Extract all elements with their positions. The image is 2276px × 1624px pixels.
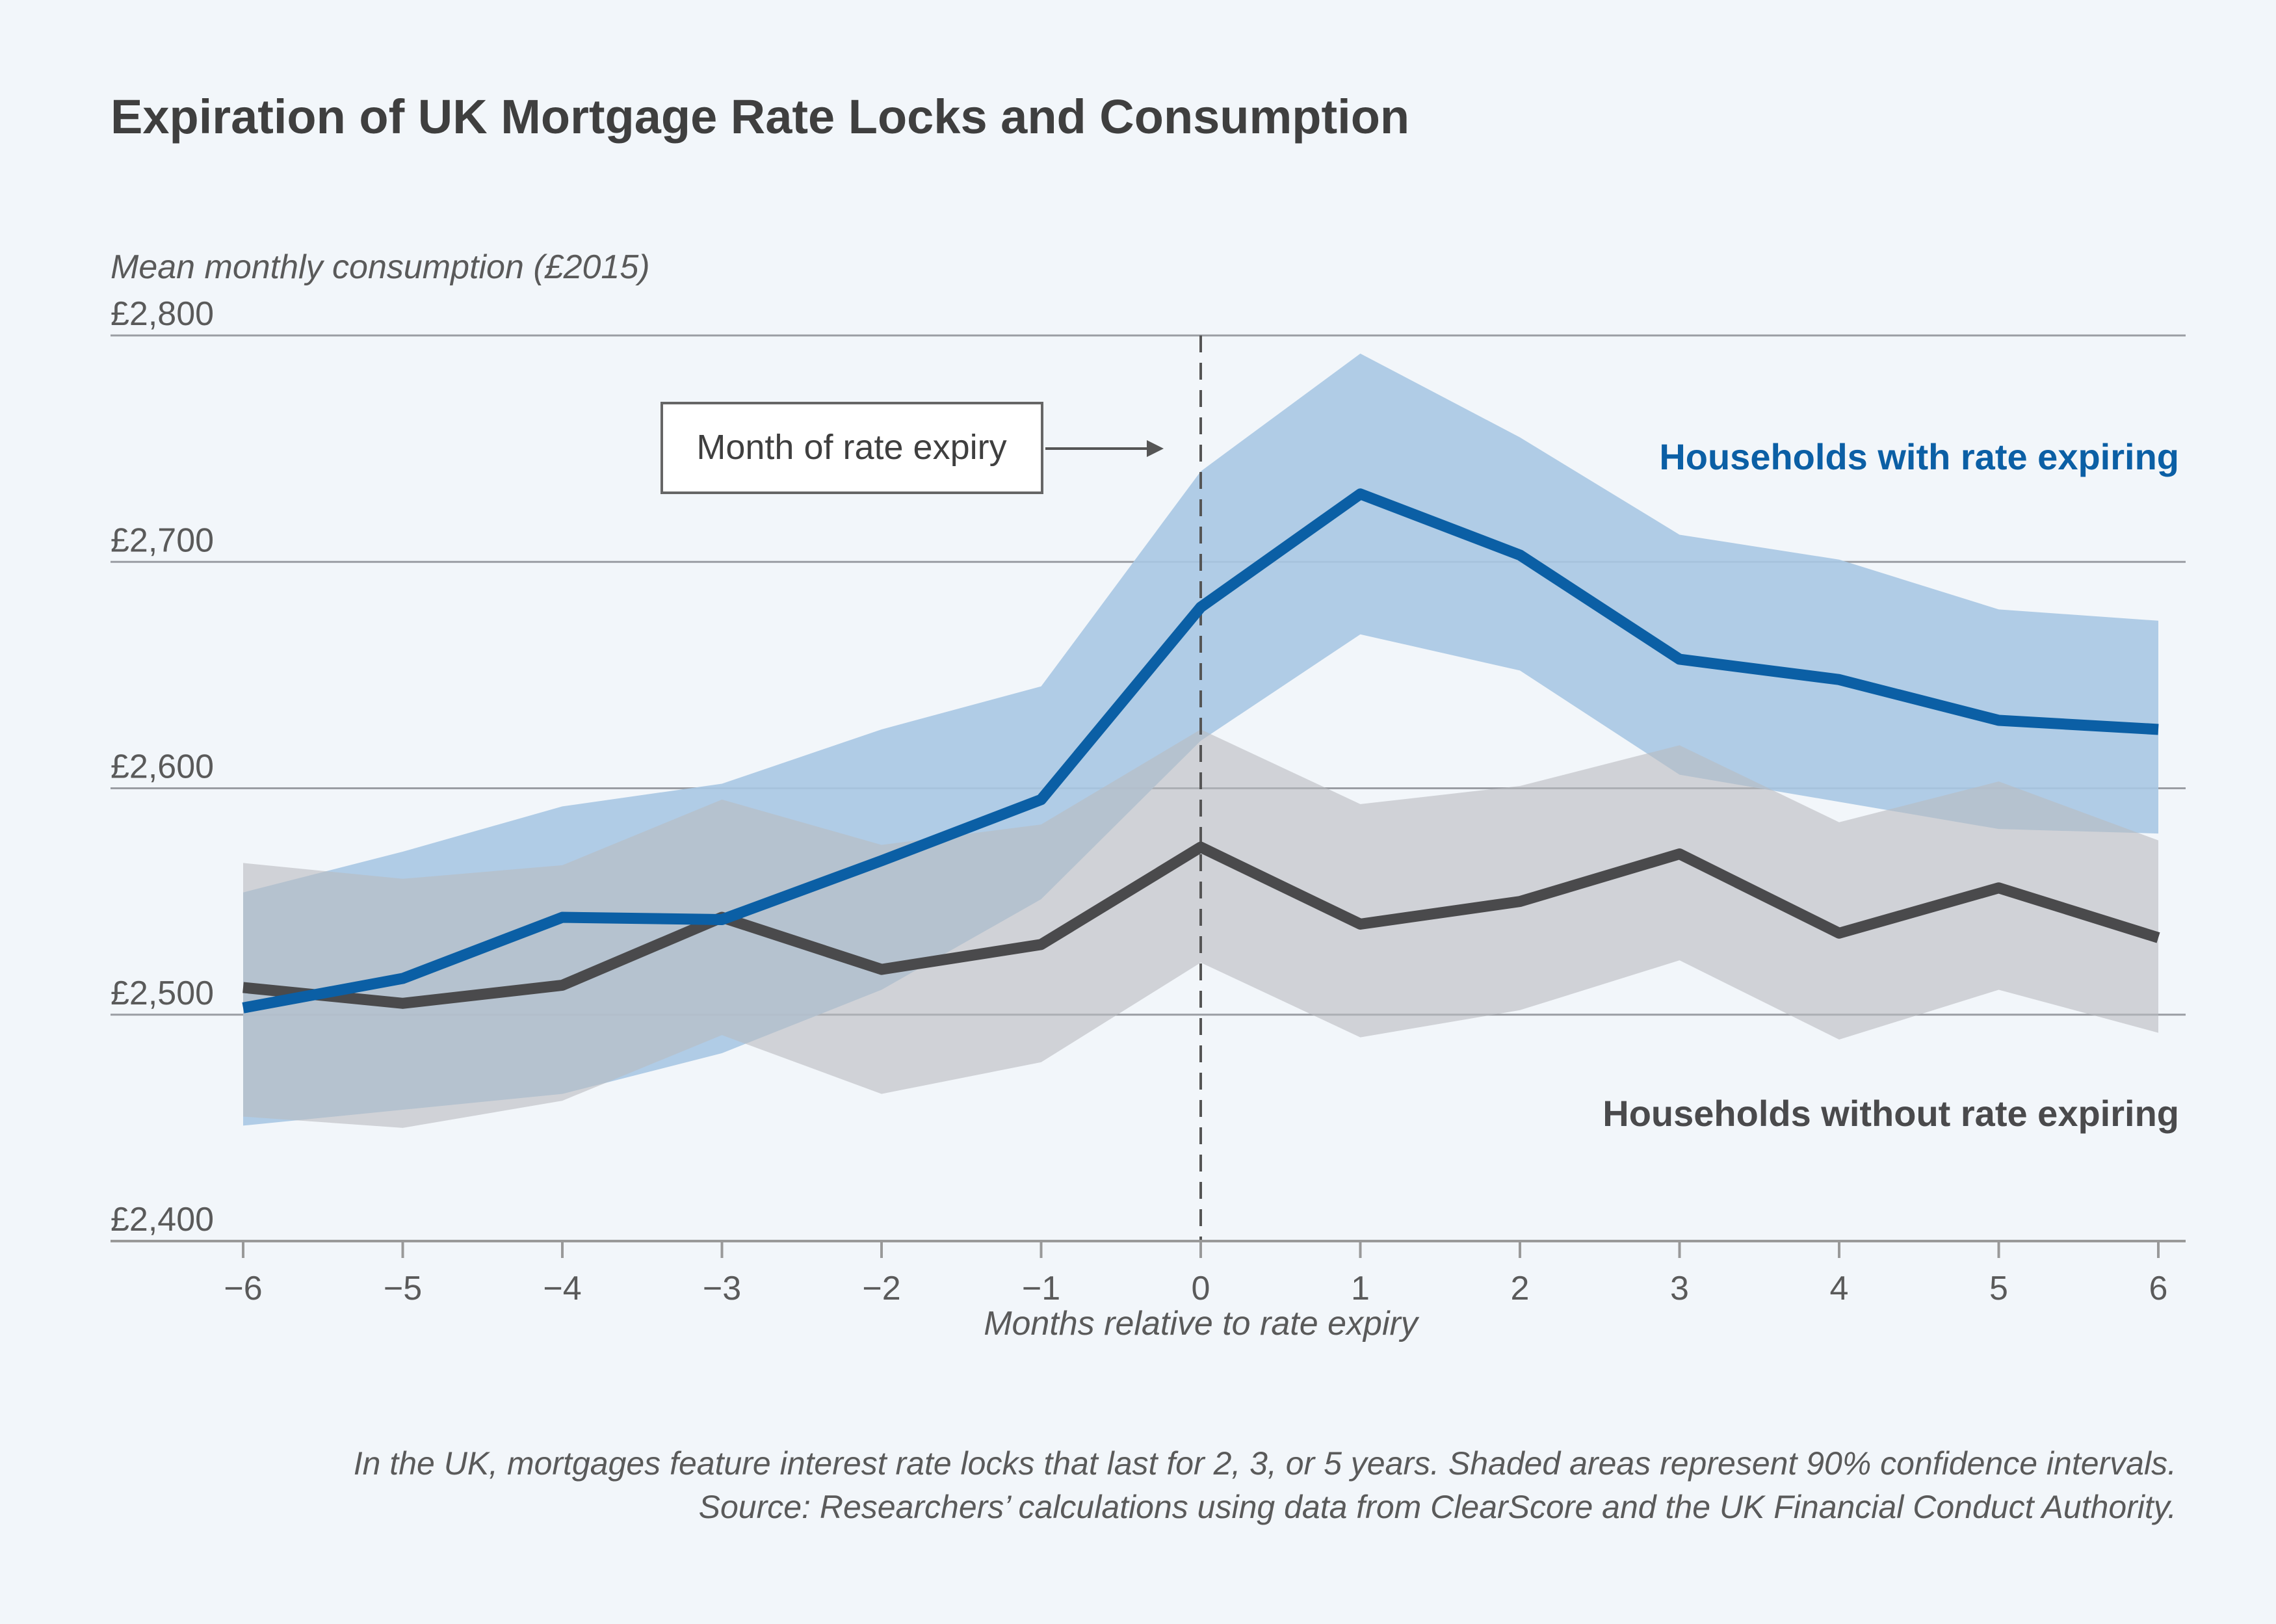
x-tick-label: 0 [1192,1270,1210,1307]
x-tick-label: 5 [1989,1270,2008,1307]
series-lines [242,488,2160,1014]
x-tick-labels: −6 −5 −4 −3 −2 −1 0 1 2 3 4 5 6 [224,1241,2167,1307]
y-tick-label: £2,600 [111,748,214,786]
series-line-1 [242,488,2159,1014]
note-text: In the UK, mortgages feature interest ra… [354,1445,2177,1482]
x-tick-label: 6 [2149,1270,2168,1307]
chart-title: Expiration of UK Mortgage Rate Locks and… [111,90,1409,144]
x-tick-label: −4 [543,1270,581,1307]
x-tick-label: 4 [1830,1270,1849,1307]
source-text: Source: Researchers’ calculations using … [699,1489,2177,1525]
legend-without-rate-expiring: Households without rate expiring [1602,1093,2179,1134]
annotation-box [661,402,1043,494]
confidence-bands [243,353,2158,1128]
legend-with-rate-expiring: Households with rate expiring [1659,436,2179,477]
x-axis-label: Months relative to rate expiry [984,1305,1420,1342]
y-tick-labels: £2,400 £2,500 £2,600 £2,700 £2,800 [111,295,214,1238]
y-tick-label: £2,700 [111,521,214,559]
y-tick-label: £2,500 [111,975,214,1012]
y-tick-label: £2,400 [111,1201,214,1238]
x-tick-label: 3 [1670,1270,1689,1307]
annotation-arrow-head [1147,440,1164,457]
x-tick-label: 1 [1351,1270,1370,1307]
x-tick-label: −5 [384,1270,422,1307]
confidence-band-2 [243,729,2158,1128]
x-tick-label: −1 [1022,1270,1060,1307]
x-tick-label: −2 [862,1270,900,1307]
annotation-text: Month of rate expiry [696,428,1006,467]
x-tick-label: −6 [224,1270,262,1307]
x-tick-label: 2 [1511,1270,1530,1307]
x-tick-label: −3 [703,1270,741,1307]
y-tick-label: £2,800 [111,295,214,333]
series-line-2 [242,841,2160,1009]
y-axis-label: Mean monthly consumption (£2015) [111,248,650,286]
